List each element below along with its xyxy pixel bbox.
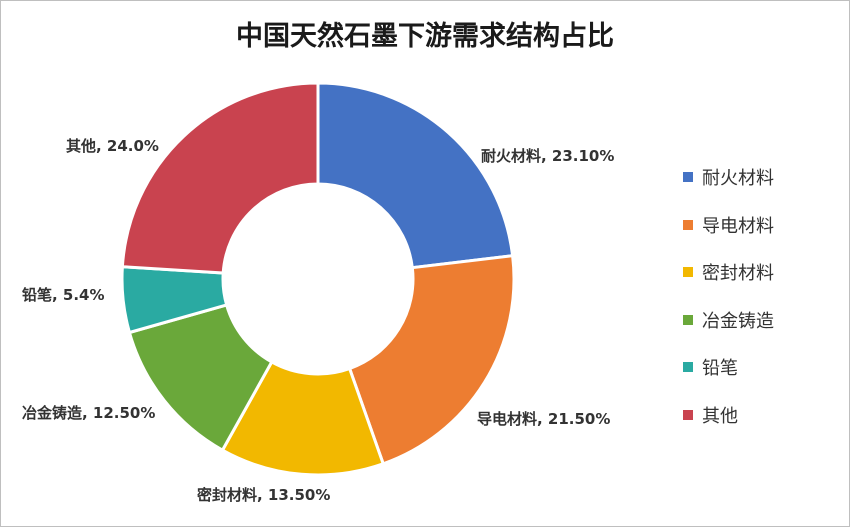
legend-label: 导电材料 bbox=[702, 215, 774, 237]
data-label-4: 冶金铸造, 12.50% bbox=[22, 404, 155, 422]
data-label-1: 耐火材料, 23.10% bbox=[481, 147, 614, 165]
chart-title: 中国天然石墨下游需求结构占比 bbox=[236, 21, 614, 52]
legend-item: 其他 bbox=[683, 403, 774, 427]
legend-label: 其他 bbox=[702, 405, 738, 427]
legend-item: 铅笔 bbox=[683, 355, 774, 379]
legend-item: 耐火材料 bbox=[683, 165, 774, 189]
legend-label: 铅笔 bbox=[702, 358, 738, 380]
legend-label: 冶金铸造 bbox=[702, 310, 774, 332]
data-label-5: 铅笔, 5.4% bbox=[22, 286, 105, 304]
data-label-2: 导电材料, 21.50% bbox=[477, 410, 610, 428]
legend-label: 密封材料 bbox=[702, 263, 774, 285]
legend-swatch bbox=[683, 314, 693, 325]
legend-swatch bbox=[683, 219, 693, 230]
slice-6 bbox=[120, 81, 320, 275]
legend-item: 导电材料 bbox=[683, 213, 774, 237]
legend-item: 冶金铸造 bbox=[683, 308, 774, 332]
legend-item: 密封材料 bbox=[683, 260, 774, 284]
data-label-6: 其他, 24.0% bbox=[66, 137, 159, 155]
slice-2 bbox=[347, 253, 516, 466]
slice-1 bbox=[316, 81, 515, 270]
slice-3 bbox=[220, 359, 386, 477]
legend-label: 耐火材料 bbox=[702, 168, 774, 189]
legend-swatch bbox=[683, 409, 693, 420]
legend-swatch bbox=[683, 172, 693, 182]
data-label-3: 密封材料, 13.50% bbox=[197, 486, 330, 504]
legend-swatch bbox=[683, 267, 693, 278]
chart-legend: 耐火材料导电材料密封材料冶金铸造铅笔其他 bbox=[683, 165, 774, 451]
legend-swatch bbox=[683, 362, 693, 373]
